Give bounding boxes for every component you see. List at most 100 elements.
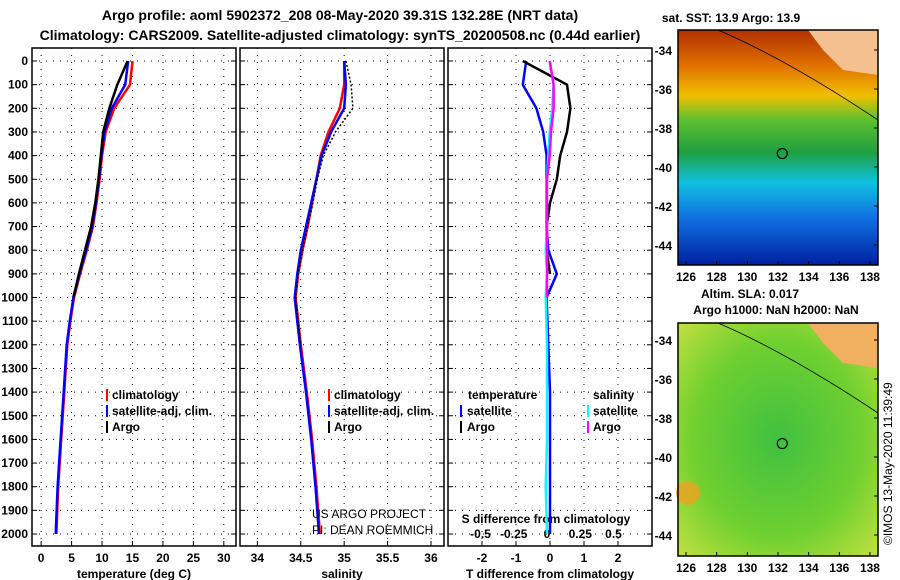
x-tick-label: 25 <box>187 551 201 565</box>
lat-tick-label: -40 <box>655 451 673 465</box>
lon-tick-label: 126 <box>676 561 696 575</box>
y-tick-label: 1800 <box>1 480 28 494</box>
x-axis-label: T difference from climatology <box>466 567 634 580</box>
legend-label: Argo <box>593 420 621 434</box>
lat-tick-label: -36 <box>655 373 673 387</box>
map-1: 126 128 130 132 134 136 138 -34 -36 -38 -40 -42 -44 <box>655 29 880 284</box>
map2-title-1: Altim. SLA: 0.017 <box>701 287 799 301</box>
lat-tick-label: -38 <box>655 412 673 426</box>
legend-label: Argo <box>112 420 140 434</box>
y-tick-label: 1500 <box>1 409 28 423</box>
y-tick-label: 0 <box>21 54 28 68</box>
x-tick-label: 36 <box>424 551 438 565</box>
legend-swatch-satellite <box>106 405 108 417</box>
lat-tick-label: -38 <box>655 122 673 136</box>
sla-anomaly <box>676 481 700 505</box>
y-tick-label: 700 <box>8 220 28 234</box>
x-tick-label: -2 <box>477 551 488 565</box>
x-axis-label: salinity <box>321 567 363 580</box>
bathymetry-contour <box>717 322 879 414</box>
x-tick-label: 15 <box>126 551 140 565</box>
legend-heading-temperature: temperature <box>468 388 538 402</box>
lat-tick-label: -42 <box>655 490 673 504</box>
y-tick-label: 1900 <box>1 503 28 517</box>
legend-label: satellite-adj. clim. <box>334 404 434 418</box>
y-tick-label: 400 <box>8 149 28 163</box>
legend-swatch-satellite <box>328 405 330 417</box>
y-tick-label: 1700 <box>1 456 28 470</box>
y-tick-label: 300 <box>8 125 28 139</box>
y-tick-label: 900 <box>8 267 28 281</box>
x-tick-label: 1 <box>581 551 588 565</box>
lon-tick-label: 126 <box>676 270 696 284</box>
panel-1: 0100200300400500600700800900100011001200… <box>1 47 237 580</box>
legend-swatch-s-satellite <box>587 405 589 417</box>
map2-title-2: Argo h1000: NaN h2000: NaN <box>693 303 858 317</box>
lon-tick-label: 136 <box>829 270 849 284</box>
y-tick-label: 1000 <box>1 291 28 305</box>
legend-label: climatology <box>334 388 401 402</box>
lon-tick-label: 130 <box>737 561 757 575</box>
lat-tick-label: -36 <box>655 83 673 97</box>
y-tick-label: 800 <box>8 243 28 257</box>
lon-tick-label: 138 <box>860 561 880 575</box>
lat-tick-label: -44 <box>655 239 673 253</box>
legend-label: satellite <box>593 404 638 418</box>
x-tick-label: 35 <box>337 551 351 565</box>
series-line-satellite-adj-clim- <box>54 60 130 535</box>
credit-line-1: US ARGO PROJECT <box>312 507 427 521</box>
x-tick-label: 34.5 <box>289 551 313 565</box>
lat-tick-label: -34 <box>655 334 673 348</box>
legend-label: satellite <box>467 404 512 418</box>
credit-line-2: PI: DEAN ROEMMICH <box>312 523 433 537</box>
legend-swatch-climatology <box>328 389 330 401</box>
x2-tick-label: 0.5 <box>605 527 622 541</box>
x-tick-label: 35.5 <box>376 551 400 565</box>
legend-label: Argo <box>467 420 495 434</box>
x-tick-label: -1 <box>511 551 522 565</box>
series-line-satellite-adj-clim- <box>293 60 348 535</box>
x-tick-label: 0 <box>547 551 554 565</box>
y-tick-label: 1300 <box>1 361 28 375</box>
legend-heading-salinity: salinity <box>593 388 635 402</box>
lon-tick-label: 128 <box>707 561 727 575</box>
legend-difference: temperature satellite Argo salinity sate… <box>460 388 638 434</box>
legend-swatch-argo <box>328 421 330 433</box>
title-line-1: Argo profile: aoml 5902372_208 08-May-20… <box>102 7 578 23</box>
legend-label: Argo <box>334 420 362 434</box>
x-tick-label: 10 <box>95 551 109 565</box>
land <box>808 30 878 75</box>
x-tick-label: 0 <box>38 551 45 565</box>
map1-title: sat. SST: 13.9 Argo: 13.9 <box>662 11 801 25</box>
lon-tick-label: 130 <box>737 270 757 284</box>
lat-tick-label: -40 <box>655 161 673 175</box>
x-tick-label: 2 <box>615 551 622 565</box>
lon-tick-label: 132 <box>768 270 788 284</box>
y-tick-label: 1200 <box>1 338 28 352</box>
series-line-s-argo <box>545 60 555 298</box>
legend-label: climatology <box>112 388 179 402</box>
series-line-argo <box>72 60 129 298</box>
lon-tick-label: 134 <box>799 270 819 284</box>
y-tick-label: 100 <box>8 78 28 92</box>
legend-swatch-climatology <box>106 389 108 401</box>
x-tick-label: 5 <box>68 551 75 565</box>
x-tick-label: 30 <box>217 551 231 565</box>
plot-frame <box>31 47 237 547</box>
x-tick-label: 34 <box>251 551 265 565</box>
lon-tick-label: 128 <box>707 270 727 284</box>
y-tick-label: 500 <box>8 172 28 186</box>
bathymetry-contour <box>717 29 879 121</box>
float-location-marker <box>776 437 788 450</box>
title-line-2: Climatology: CARS2009. Satellite-adjuste… <box>40 27 641 43</box>
x2-tick-label: 0.25 <box>569 527 593 541</box>
legend-salinity: climatology satellite-adj. clim. Argo <box>328 388 434 434</box>
lat-tick-label: -34 <box>655 44 673 58</box>
y-tick-label: 1600 <box>1 432 28 446</box>
x2-tick-label: 0 <box>544 527 551 541</box>
lon-tick-label: 132 <box>768 561 788 575</box>
legend-temperature: climatology satellite-adj. clim. Argo <box>106 388 212 434</box>
map-2: 126 128 130 132 134 136 138 -34 -36 -38 -40 -42 -44 <box>655 322 880 575</box>
